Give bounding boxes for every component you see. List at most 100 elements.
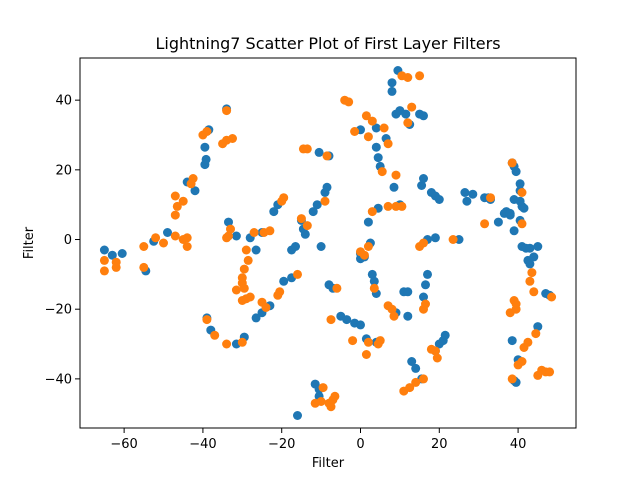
scatter-point [348,336,358,346]
scatter-point [419,174,428,183]
scatter-point [226,224,235,234]
x-axis: −60 −40 −20 0 20 40 [110,428,526,452]
scatter-point [269,207,279,217]
scatter-point [545,367,555,377]
scatter-point [379,123,389,133]
scatter-point [159,238,168,248]
scatter-point [224,231,233,241]
scatter-point [423,269,432,279]
scatter-point [493,217,503,227]
scatter-point [505,208,515,218]
scatter-point [239,283,249,293]
scatter-point [237,337,247,347]
scatter-point [415,71,425,81]
scatter-point [507,336,517,346]
scatter-point [430,346,440,356]
x-tick-label: −60 [110,437,137,452]
scatter-point [202,127,212,136]
scatter-point [407,357,417,366]
scatter-point [480,219,490,229]
scatter-point [421,280,430,290]
scatter-point [359,250,369,260]
scatter-point [511,304,521,314]
scatter-point [318,383,328,393]
scatter-point [525,259,535,269]
scatter-point [342,315,352,325]
scatter-point [279,276,289,286]
scatter-point [405,383,415,393]
scatter-point [371,142,381,152]
scatter-point [322,151,332,161]
scatter-point [432,353,442,363]
scatter-point [117,249,127,258]
y-tick-label: −20 [45,303,72,318]
scatter-point [434,195,444,204]
scatter-point [462,196,472,206]
scatter-point [111,257,121,267]
scatter-point [231,231,241,241]
scatter-point [377,167,387,177]
scatter-point [316,242,326,251]
x-tick-label: 20 [431,437,448,452]
scatter-point [547,292,557,302]
scatter-point [322,182,332,192]
scatter-point [202,315,212,325]
scatter-point [182,233,192,243]
scatter-point [302,221,312,231]
scatter-point [375,336,385,346]
scatter-point [361,350,371,359]
scatter-point [411,377,421,387]
scatter-point [369,283,379,293]
scatter-point [241,245,251,255]
scatter-point [369,276,379,286]
scatter-point [403,287,413,297]
scatter-point [403,73,413,82]
scatter-point [222,106,232,116]
scatter-point [224,217,233,227]
scatter-point [261,303,271,312]
scatter-point [417,181,427,190]
scatter-point [151,233,161,243]
scatter-point [373,153,383,163]
scatter-point [201,154,211,164]
scatter-point [460,188,470,197]
scatter-point [249,228,259,237]
scatter-point [448,235,458,244]
scatter-point [421,299,430,309]
y-tick-label: 40 [55,94,72,109]
scatter-point [231,285,241,295]
scatter-point [245,292,255,302]
scatter-point [330,391,340,401]
scatter-point [507,158,517,168]
scatter-point [320,196,330,206]
scatter-point [401,109,411,119]
scatter-point [107,250,117,260]
scatter-point [251,245,261,255]
scatter-point [291,242,300,251]
scatter-point [99,245,109,255]
x-tick-label: −20 [268,437,295,452]
scatter-point [296,214,306,224]
scatter-point [529,252,539,262]
scatter-point [363,217,373,227]
scatter-point [387,78,397,88]
scatter-point [403,311,413,321]
scatter-point [326,315,336,325]
scatter-point [361,111,371,121]
scatter-point [533,322,543,332]
scatter-point [387,304,397,314]
scatter-point [517,219,527,229]
points-layer [99,66,557,420]
scatter-point [170,191,180,201]
scatter-point [367,269,377,279]
scatter-point [387,86,397,96]
scatter-point [511,167,521,177]
scatter-point [314,147,324,157]
scatter-point [389,311,399,321]
x-axis-label: Filter [312,456,345,471]
y-tick-label: −40 [45,372,72,387]
scatter-point [419,292,428,302]
scatter-point [279,193,289,203]
scatter-point [139,262,149,272]
